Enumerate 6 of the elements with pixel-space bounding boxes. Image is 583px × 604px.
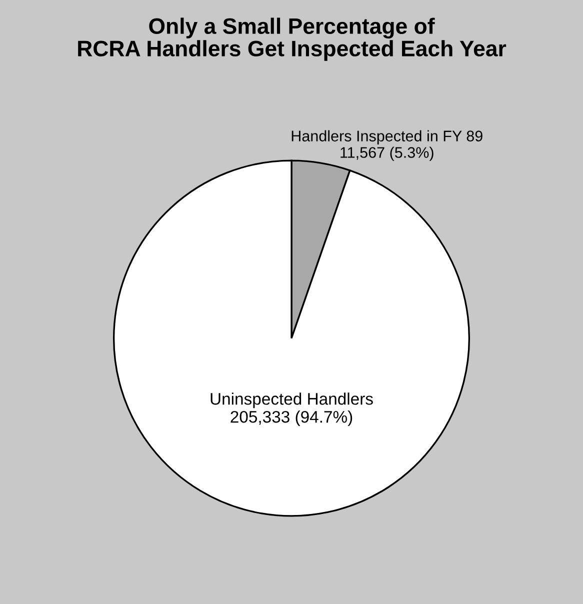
data-label: 205,333 (94.7%) [230, 410, 352, 426]
slice-label: Handlers Inspected in FY 89 [292, 130, 482, 144]
data-label: 11,567 (5.3%) [340, 146, 434, 161]
chart-title: Only a Small Percentage of RCRA Handlers Get Inspected Each Year [78, 18, 506, 61]
slice-label: Uninspected Handlers [210, 392, 373, 408]
pie-slice [112, 160, 470, 517]
